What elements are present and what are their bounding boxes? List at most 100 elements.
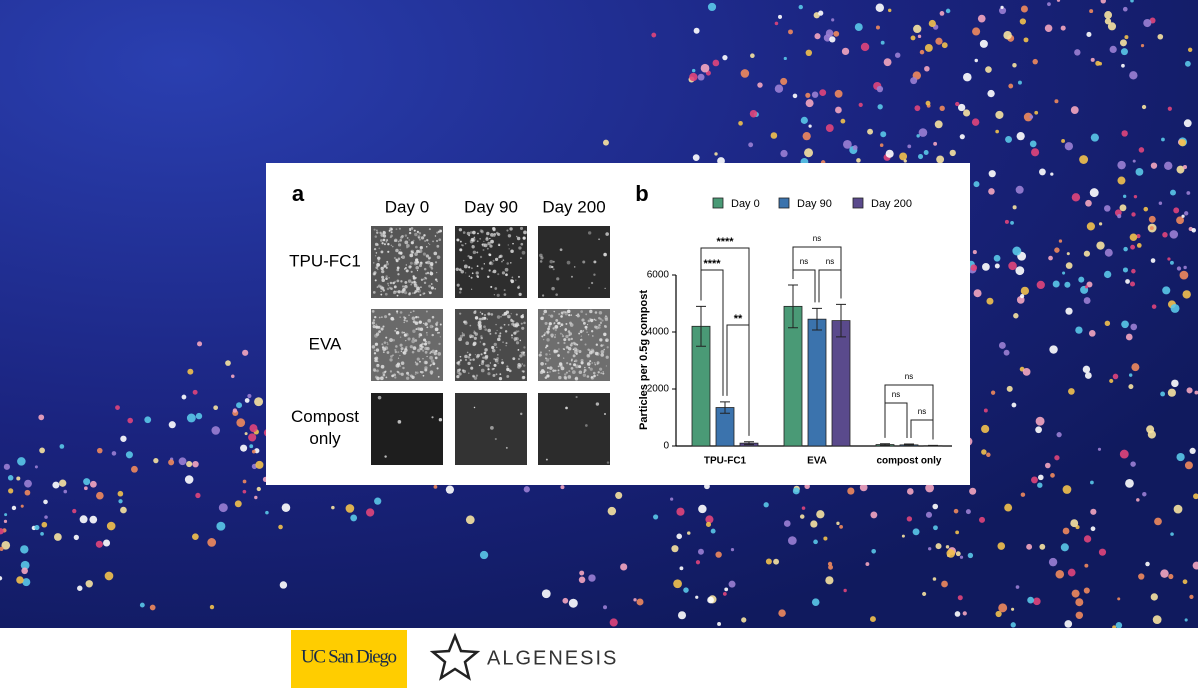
row-label: EVA (309, 334, 342, 353)
confetti-dot (995, 111, 1003, 119)
particle (486, 232, 490, 236)
confetti-dot (1032, 59, 1037, 64)
particle (436, 240, 438, 242)
particle (504, 293, 507, 296)
particle (543, 310, 547, 314)
particle (603, 333, 606, 336)
particle (426, 311, 428, 313)
confetti-dot (670, 498, 673, 501)
particle (376, 229, 378, 231)
confetti-dot (1068, 388, 1075, 395)
particle (601, 350, 605, 354)
particle (429, 356, 433, 360)
confetti-dot (1168, 107, 1172, 111)
particle (385, 275, 387, 277)
particle (380, 239, 383, 242)
confetti-dot (968, 553, 973, 558)
confetti-dot (975, 59, 978, 62)
confetti-dot (1036, 417, 1045, 426)
particle (376, 263, 380, 267)
particle (479, 318, 482, 321)
particle (432, 316, 435, 319)
particle (435, 278, 437, 280)
confetti-dot (1084, 297, 1091, 304)
confetti-dot (942, 42, 948, 48)
confetti-dot (1061, 543, 1069, 551)
particle (486, 237, 489, 240)
confetti-dot (1004, 350, 1010, 356)
particle (495, 359, 497, 361)
particle (399, 355, 400, 356)
particle (438, 343, 440, 345)
particle (428, 291, 429, 292)
particle (541, 369, 544, 372)
particle (414, 292, 416, 294)
particle (504, 324, 506, 326)
particle (380, 288, 381, 289)
particle (392, 246, 394, 248)
particle (586, 329, 588, 331)
particle (558, 369, 560, 371)
particle (382, 371, 385, 374)
particle (542, 317, 543, 318)
confetti-dot (910, 77, 917, 84)
particle (574, 350, 578, 354)
confetti-dot (960, 556, 963, 559)
confetti-dot (265, 511, 269, 515)
confetti-dot (1074, 49, 1080, 55)
particle (404, 291, 407, 294)
particle (522, 376, 525, 379)
particle (398, 358, 399, 359)
particle (392, 319, 394, 321)
confetti-dot (924, 150, 929, 155)
confetti-dot (1005, 220, 1009, 224)
confetti-dot (986, 453, 990, 457)
significance-label: ns (905, 372, 913, 381)
particle (605, 338, 609, 342)
confetti-dot (211, 426, 220, 435)
particle (545, 353, 548, 356)
confetti-dot (77, 586, 82, 591)
particle (543, 334, 545, 336)
confetti-dot (1129, 71, 1137, 79)
confetti-dot (1130, 461, 1136, 467)
particle (579, 370, 583, 374)
confetti-dot (1004, 504, 1012, 512)
bar (808, 319, 826, 446)
particle (459, 248, 462, 251)
confetti-dot (800, 514, 805, 519)
particle (558, 372, 560, 374)
confetti-dot (4, 513, 7, 516)
particle (375, 326, 378, 329)
particle (402, 285, 404, 287)
confetti-dot (701, 64, 710, 73)
confetti-dot (1152, 304, 1157, 309)
particle (540, 351, 542, 353)
confetti-dot (778, 15, 782, 19)
confetti-dot (748, 142, 753, 147)
particle (593, 372, 596, 375)
particle (517, 237, 520, 240)
particle (583, 374, 586, 377)
particle (436, 324, 438, 326)
particle (499, 373, 501, 375)
particle (547, 332, 549, 334)
particle (478, 326, 482, 330)
particle (475, 354, 476, 355)
confetti-dot (692, 69, 695, 72)
particle (487, 329, 491, 333)
particle (457, 371, 460, 374)
confetti-dot (1150, 226, 1154, 230)
particle (519, 354, 522, 357)
confetti-dot (1072, 193, 1080, 201)
confetti-dot (193, 390, 198, 395)
confetti-dot (168, 459, 174, 465)
particle (475, 316, 478, 319)
particle (582, 261, 585, 264)
particle (410, 345, 413, 348)
particle (384, 315, 387, 318)
particle (421, 279, 423, 281)
particle (549, 366, 553, 370)
particle (412, 330, 415, 333)
confetti-dot (34, 525, 39, 530)
